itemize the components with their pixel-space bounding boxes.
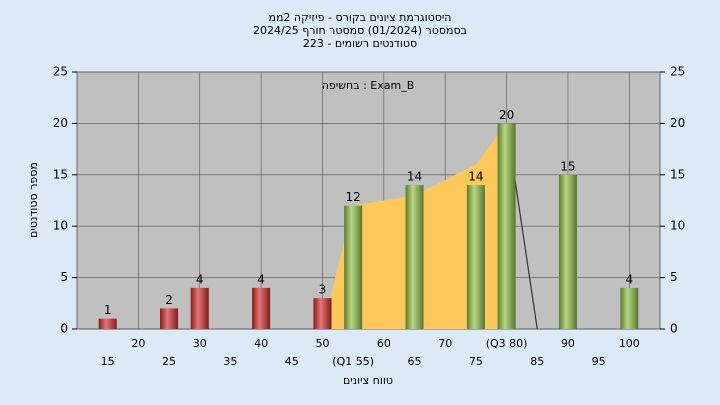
y-tick-label: 15 [53, 167, 68, 181]
data-label: 2 [165, 293, 173, 307]
data-label: 4 [625, 272, 633, 286]
y2-tick-label: 10 [670, 219, 685, 233]
bar-shade [466, 185, 485, 329]
x-tick-label: 95 [592, 355, 606, 368]
x-tick-label: 65 [408, 355, 422, 368]
x-tick-label: 60 [377, 337, 391, 350]
x-tick-label: (Q3 80) [486, 337, 528, 350]
y-tick-label: 0 [60, 322, 68, 336]
x-axis-label: טווח ציונים [343, 374, 393, 387]
x-tick-label: 85 [530, 355, 544, 368]
y-tick-label: 10 [53, 219, 68, 233]
x-tick-label: 25 [162, 355, 176, 368]
data-label: 15 [560, 159, 575, 173]
data-label: 20 [499, 108, 514, 122]
bar-shade [190, 287, 209, 329]
data-label: 1 [104, 303, 112, 317]
x-tick-label: 90 [561, 337, 575, 350]
y2-tick-label: 25 [670, 65, 685, 79]
x-tick-label: 100 [619, 337, 640, 350]
x-tick-label: 15 [101, 355, 115, 368]
bar-shade [160, 308, 179, 329]
x-tick-label: 30 [193, 337, 207, 350]
y-axis-label: מספר סטודנטים [27, 162, 40, 238]
bar-shade [558, 174, 577, 329]
y2-tick-label: 5 [670, 270, 678, 284]
y-tick-label: 20 [53, 116, 68, 130]
bar-shade [620, 287, 639, 329]
data-label: 3 [319, 283, 327, 297]
bar-shade [98, 318, 117, 329]
y2-tick-label: 20 [670, 116, 685, 130]
x-tick-label: 50 [315, 337, 329, 350]
x-tick-label: 70 [438, 337, 452, 350]
data-label: 4 [257, 272, 265, 286]
x-tick-label: 20 [131, 337, 145, 350]
y2-tick-label: 15 [670, 167, 685, 181]
bar-shade [313, 298, 332, 329]
data-label: 14 [468, 170, 483, 184]
x-tick-label: 45 [285, 355, 299, 368]
data-label: 12 [346, 190, 361, 204]
x-tick-label: (Q1 55) [332, 355, 374, 368]
bar-shade [497, 123, 516, 330]
bar-shade [405, 185, 424, 329]
title-line: היסטוגרמת ציונים בקורס - פיזיקה 2ממ [268, 11, 451, 24]
data-label: 14 [407, 170, 422, 184]
x-tick-label: 35 [223, 355, 237, 368]
bar-shade [252, 287, 271, 329]
bar-shade [344, 205, 363, 329]
annotation: בחשיפה : Exam_B [322, 79, 415, 92]
title-line: סטודנטים רשומים - 223 [303, 37, 417, 50]
y2-tick-label: 0 [670, 322, 678, 336]
y-tick-label: 25 [53, 65, 68, 79]
y-tick-label: 5 [60, 270, 68, 284]
x-tick-label: 75 [469, 355, 483, 368]
data-label: 4 [196, 272, 204, 286]
x-tick-label: 40 [254, 337, 268, 350]
title-line: בסמסטר (01/2024) סמסטר חורף 2024/25 [253, 24, 467, 37]
